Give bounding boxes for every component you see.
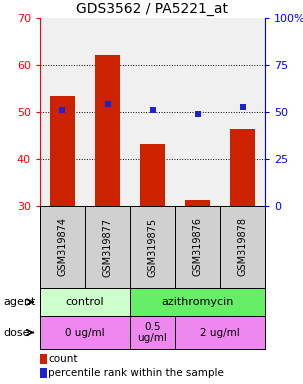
Bar bbox=[175, 316, 265, 349]
Text: GSM319876: GSM319876 bbox=[192, 217, 202, 276]
Text: 0.5
ug/ml: 0.5 ug/ml bbox=[138, 322, 168, 343]
Text: azithromycin: azithromycin bbox=[161, 297, 234, 307]
Bar bbox=[40, 288, 130, 316]
Text: count: count bbox=[48, 354, 78, 364]
Text: GSM319874: GSM319874 bbox=[58, 217, 68, 276]
Text: GSM319878: GSM319878 bbox=[238, 217, 248, 276]
Text: GSM319877: GSM319877 bbox=[102, 217, 112, 276]
Bar bbox=[140, 144, 165, 206]
Bar bbox=[130, 316, 175, 349]
Bar bbox=[230, 129, 255, 206]
Bar bbox=[185, 200, 210, 206]
Bar bbox=[130, 288, 265, 316]
Text: 2 ug/ml: 2 ug/ml bbox=[200, 328, 240, 338]
Bar bbox=[40, 316, 130, 349]
Text: GSM319875: GSM319875 bbox=[148, 217, 158, 276]
Text: percentile rank within the sample: percentile rank within the sample bbox=[48, 368, 224, 378]
Title: GDS3562 / PA5221_at: GDS3562 / PA5221_at bbox=[76, 2, 228, 16]
Bar bbox=[50, 96, 75, 206]
Text: agent: agent bbox=[3, 297, 35, 307]
Text: control: control bbox=[66, 297, 104, 307]
Text: dose: dose bbox=[3, 328, 29, 338]
Text: 0 ug/ml: 0 ug/ml bbox=[65, 328, 105, 338]
Bar bbox=[95, 55, 120, 206]
